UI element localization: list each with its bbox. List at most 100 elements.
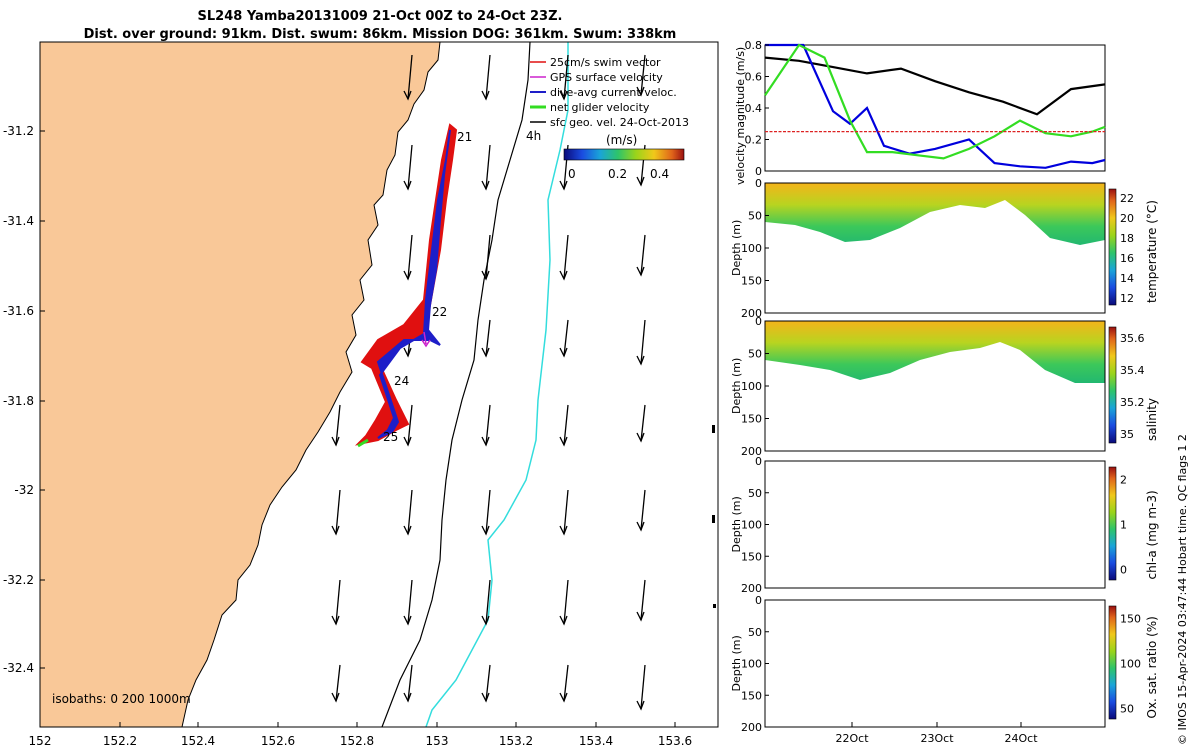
y-tick-label: -32.2: [3, 573, 34, 587]
section-ylabel: Depth (m): [730, 635, 743, 691]
arrow-icon: [481, 347, 490, 358]
legend-entry: GPS surface velocity: [550, 71, 663, 84]
map-colorbar-tick: 0: [568, 167, 576, 181]
section-colorbar: [1108, 466, 1117, 581]
arrow-icon: [563, 319, 569, 357]
y-tick-label: -31.4: [3, 214, 34, 228]
y-tick-label: 50: [748, 626, 762, 639]
velocity-axes: 0 0.2 0.4 0.6 0.8: [745, 39, 769, 178]
section-background: [765, 600, 1105, 727]
arrow-icon: [636, 611, 645, 622]
x-tick-label: 153.4: [579, 734, 613, 748]
arrow-icon: [563, 489, 569, 535]
x-tick-label: 152.2: [103, 734, 137, 748]
day-label: 24: [394, 374, 409, 388]
arrow-icon: [559, 615, 568, 626]
arrow-icon: [407, 404, 413, 446]
coastline: [181, 42, 441, 727]
arrow-icon: [403, 270, 412, 281]
arrow-icon: [636, 176, 645, 187]
arrow-icon: [485, 664, 491, 702]
x-tick-label: 152.4: [181, 734, 215, 748]
map-colorbar-tick: 0.2: [608, 167, 627, 181]
colorbar-tick-label: 35: [1120, 428, 1134, 441]
y-tick-label: 50: [748, 210, 762, 223]
arrow-icon: [403, 347, 412, 358]
colorbar-tick-label: 2: [1120, 474, 1127, 487]
arrow-icon: [407, 579, 413, 625]
arrow-icon: [485, 319, 491, 357]
y-tick-label: 0.4: [745, 102, 763, 115]
arrow-icon: [485, 234, 491, 280]
y-tick-label: 150: [741, 689, 762, 702]
dive-avg-current-track: [376, 129, 451, 439]
y-tick-label: 150: [741, 413, 762, 426]
y-tick-label: 200: [741, 721, 762, 734]
arrow-icon: [636, 521, 645, 532]
colorbar-tick-label: 0: [1120, 563, 1127, 576]
y-tick-label: -32: [14, 483, 34, 497]
section-background: [765, 461, 1105, 588]
arrow-icon: [403, 615, 412, 626]
salinity-data-fill: [765, 321, 1105, 383]
arrow-icon: [640, 579, 646, 621]
y-tick-label: -31.8: [3, 394, 34, 408]
edge-mark: [712, 515, 715, 523]
colorbar-tick-label: 150: [1120, 613, 1141, 626]
arrow-icon: [485, 404, 491, 446]
arrow-icon: [481, 180, 490, 191]
arrow-icon: [559, 436, 568, 447]
chart-subtitle: Dist. over ground: 91km. Dist. swum: 86k…: [83, 27, 677, 42]
legend-entry: dive-avg current veloc.: [550, 86, 677, 99]
colorbar-tick-label: 100: [1120, 658, 1141, 671]
arrow-icon: [407, 144, 413, 190]
glider-track: [354, 123, 458, 448]
isobath-200m: [381, 42, 531, 727]
arrow-icon: [331, 692, 340, 703]
time-scale-label: 4h: [526, 129, 541, 143]
x-tick-label: 152: [29, 734, 52, 748]
colorbar-tick-label: 20: [1120, 212, 1134, 225]
map-legend: 25cm/s swim vector GPS surface velocity …: [530, 56, 689, 129]
arrow-icon: [636, 700, 645, 711]
y-tick-label: 100: [741, 380, 762, 393]
arrow-icon: [335, 579, 341, 625]
map-colorbar-title: (m/s): [606, 133, 637, 147]
oxygen-section: [765, 600, 1105, 727]
colorbar-label: chl-a (mg m-3): [1145, 490, 1159, 579]
arrow-icon: [407, 664, 413, 702]
colorbar-label: salinity: [1145, 398, 1159, 441]
net-glider-velocity: [357, 438, 369, 448]
edge-mark: [713, 604, 716, 608]
arrow-icon: [636, 355, 645, 366]
arrow-icon: [481, 692, 490, 703]
chla-section: [765, 461, 1105, 588]
arrow-icon: [481, 525, 490, 536]
colorbar-tick-label: 50: [1120, 702, 1134, 715]
arrow-icon: [640, 664, 646, 710]
arrow-icon: [636, 432, 645, 443]
colorbar-label: Ox. sat. ratio (%): [1145, 616, 1159, 718]
map-panel: 21 22 24 25 4h isobaths: 0 200 1000m 25c…: [40, 42, 718, 727]
arrow-icon: [485, 489, 491, 535]
section-colorbar: [1108, 188, 1117, 306]
y-tick-label: 0.2: [745, 134, 763, 147]
map-colorbar-tick: 0.4: [650, 167, 669, 181]
colorbar-tick-label: 1: [1120, 519, 1127, 532]
section-ylabel: Depth (m): [730, 358, 743, 414]
map-colorbar: [563, 148, 685, 161]
map-axes: 152 152.2 152.4 152.6 152.8 153 153.2 153.4 153.…: [3, 124, 692, 748]
colorbar-tick-label: 16: [1120, 252, 1134, 265]
arrow-icon: [559, 90, 568, 101]
arrow-icon: [636, 266, 645, 277]
y-tick-label: 0: [755, 177, 762, 190]
y-tick-label: 100: [741, 658, 762, 671]
y-tick-label: 200: [741, 582, 762, 595]
y-tick-label: -31.2: [3, 124, 34, 138]
colorbar-tick-label: 35.6: [1120, 332, 1145, 345]
gps-surface-velocity: [421, 331, 431, 348]
arrow-icon: [636, 86, 645, 97]
y-tick-label: 0: [755, 165, 762, 178]
edge-mark: [712, 425, 715, 433]
